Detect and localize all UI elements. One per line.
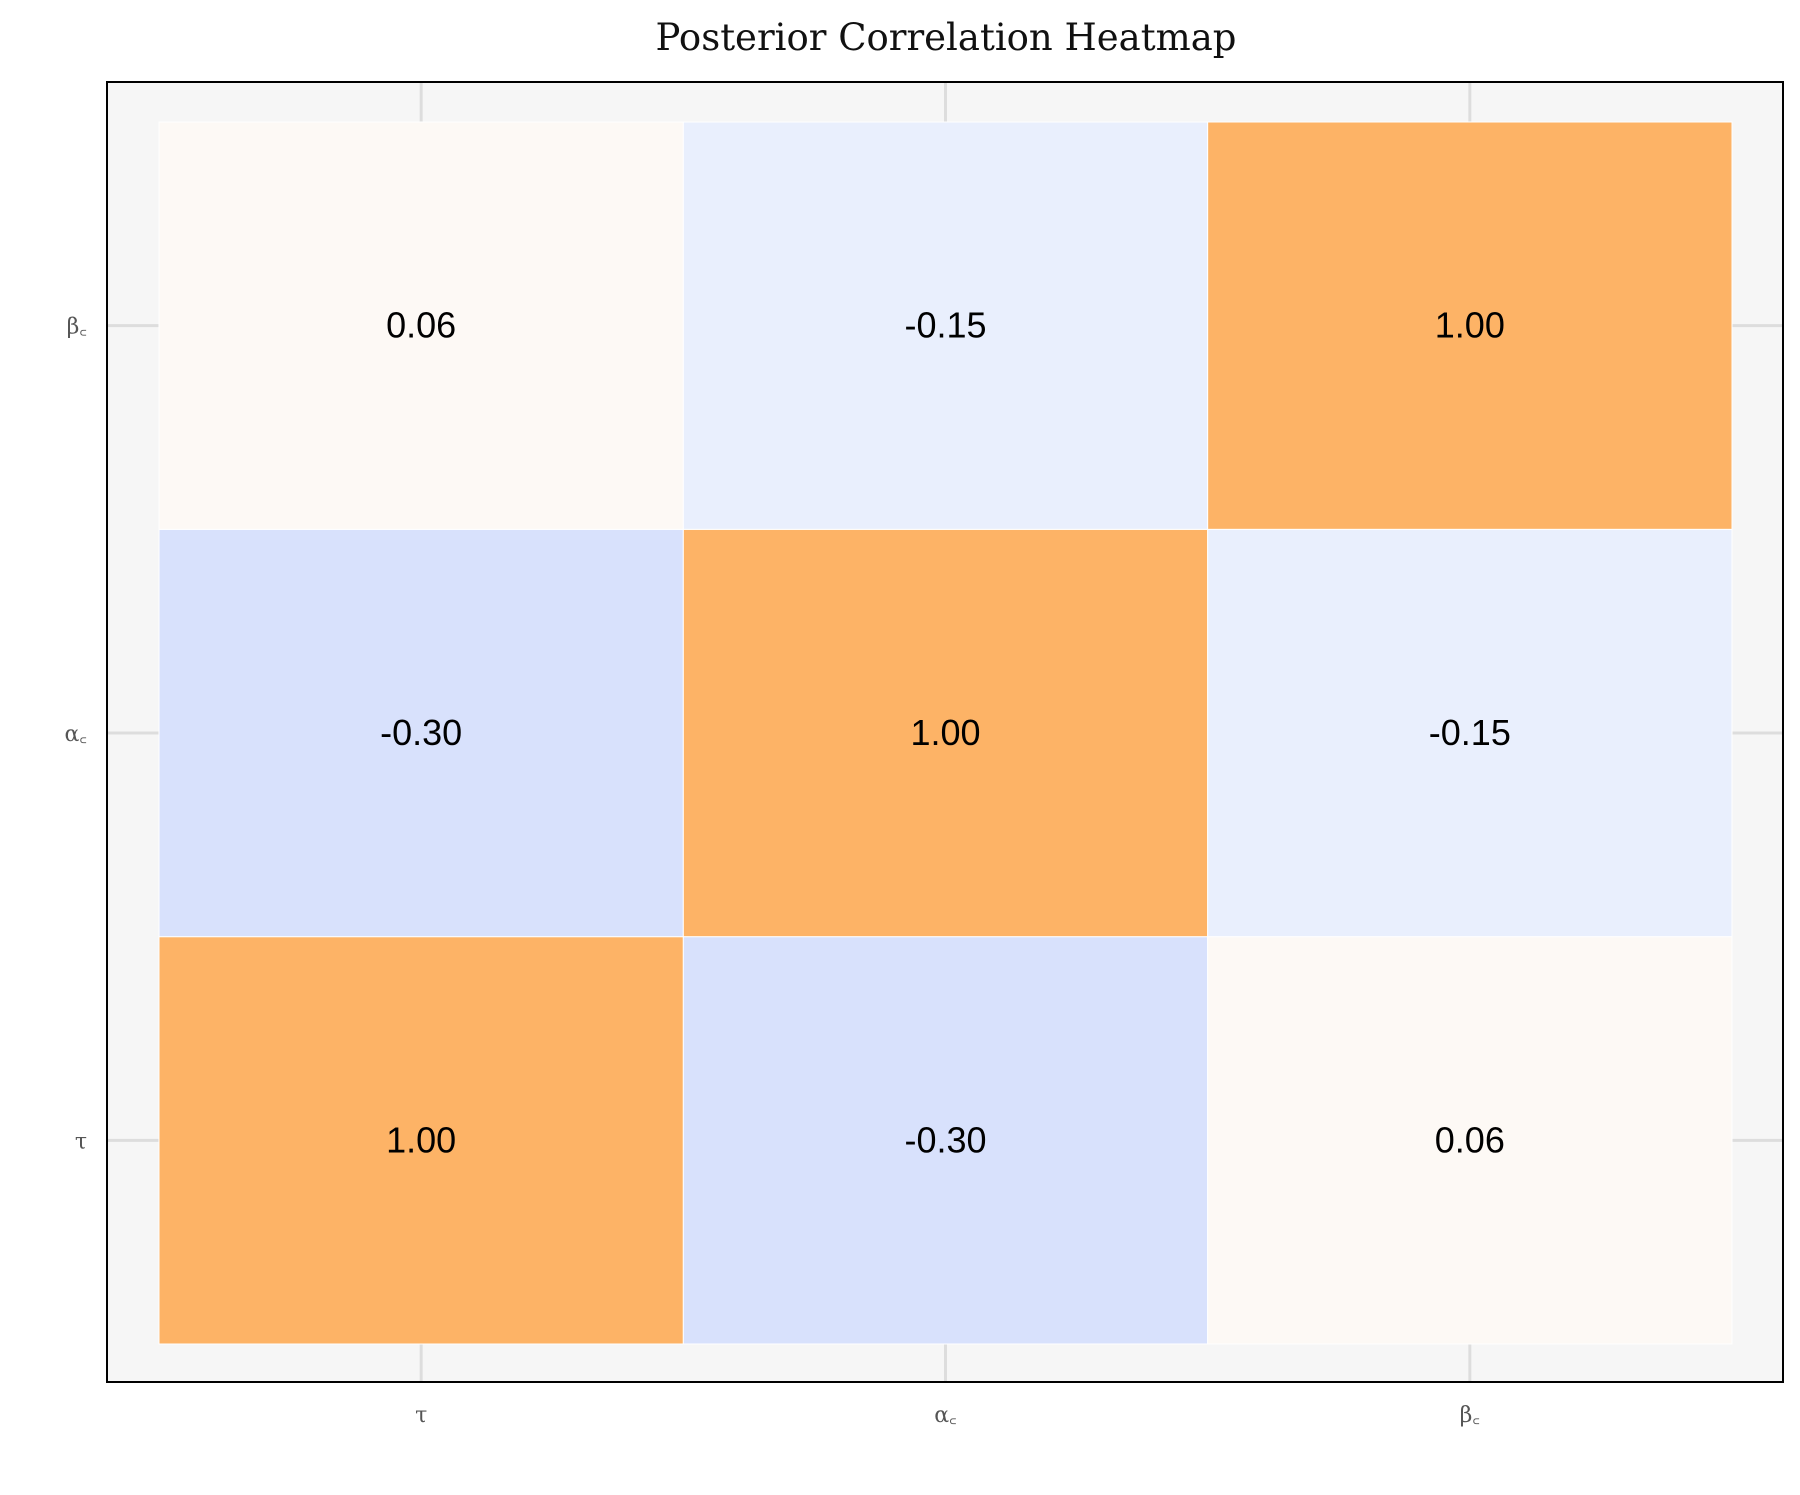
heatmap-cell-labels: 1.00 -0.30 0.06 -0.30 1.00 -0.15 0.06 -0.15 1.00 xyxy=(380,305,1511,1161)
heatmap-cell xyxy=(682,936,1209,1345)
x-axis-ticks: τ α꜀ β꜀ xyxy=(415,1403,1480,1428)
x-tick-label: α꜀ xyxy=(934,1403,956,1428)
cell-value-label: 0.06 xyxy=(386,305,456,346)
y-tick-label: τ xyxy=(75,1129,87,1154)
cell-value-label: -0.15 xyxy=(904,305,986,346)
cell-value-label: 1.00 xyxy=(910,712,980,753)
y-tick-label: α꜀ xyxy=(65,722,87,747)
y-tick-label: β꜀ xyxy=(67,315,87,340)
y-axis-ticks: τ α꜀ β꜀ xyxy=(65,315,87,1155)
cell-value-label: -0.15 xyxy=(1429,712,1511,753)
plot-frame xyxy=(106,81,1784,1383)
heatmap-cell xyxy=(682,121,1209,530)
heatmap-cell xyxy=(158,528,684,938)
heatmap-cell xyxy=(1207,121,1733,530)
heatmap-cell xyxy=(1207,528,1733,938)
heatmap-cells xyxy=(158,121,1733,1345)
chart-title: Posterior Correlation Heatmap xyxy=(656,16,1237,59)
cell-value-label: 1.00 xyxy=(386,1119,456,1160)
x-tick-label: β꜀ xyxy=(1460,1403,1480,1428)
cell-value-label: 1.00 xyxy=(1435,305,1505,346)
heatmap-cell xyxy=(158,121,684,530)
cell-value-label: -0.30 xyxy=(904,1119,986,1160)
cell-value-label: 0.06 xyxy=(1435,1119,1505,1160)
heatmap-cell xyxy=(1207,936,1733,1345)
cell-value-label: -0.30 xyxy=(380,712,462,753)
x-tick-label: τ xyxy=(415,1403,427,1428)
heatmap-cell xyxy=(682,528,1209,938)
